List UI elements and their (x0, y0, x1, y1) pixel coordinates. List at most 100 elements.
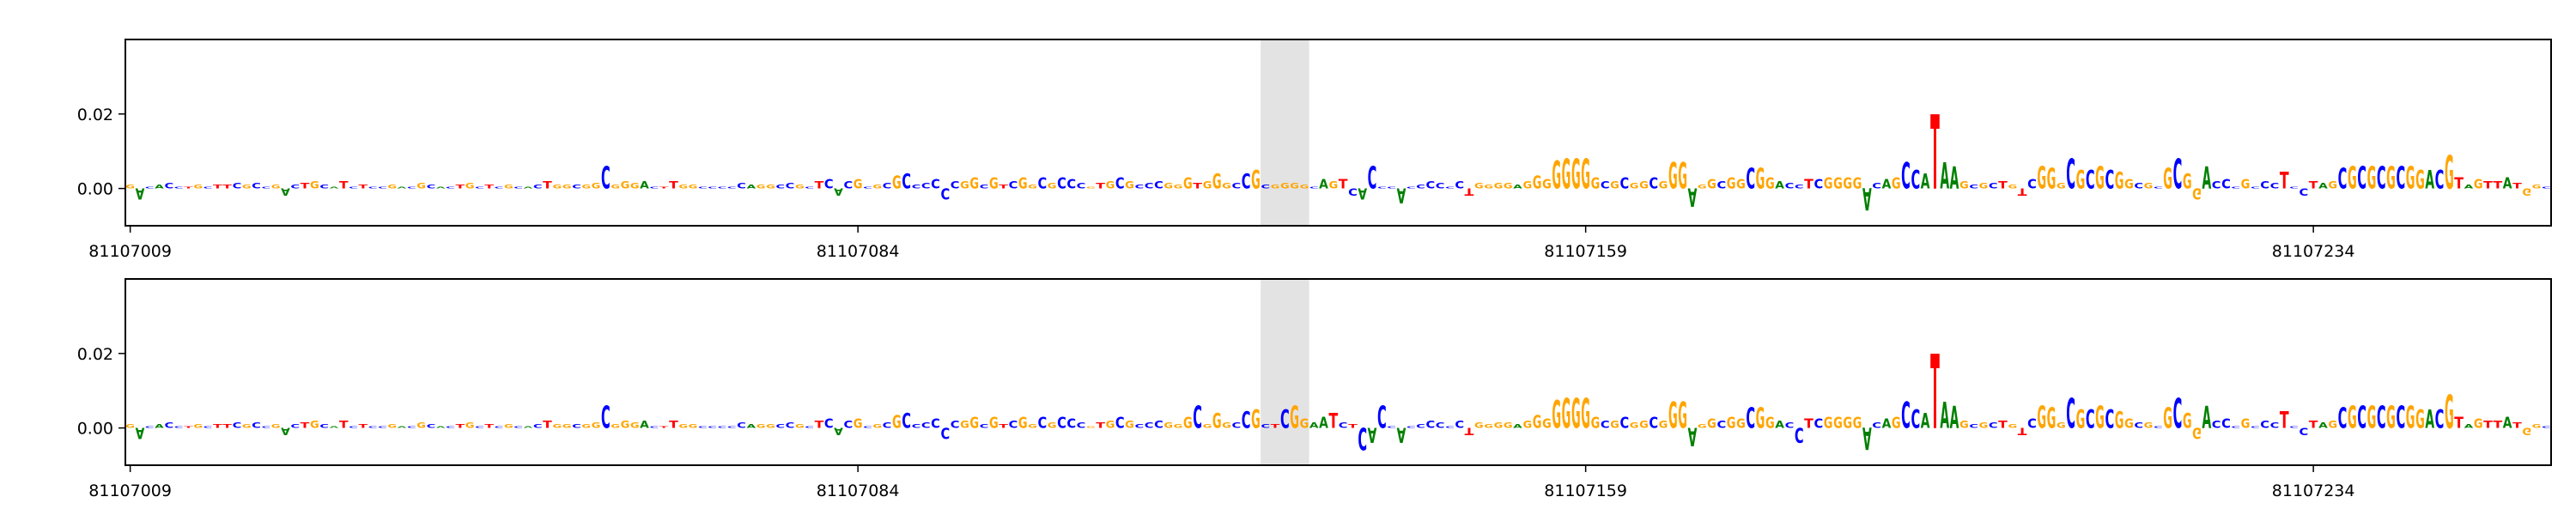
logo-letter: G (2124, 416, 2134, 432)
logo-letter: C (572, 185, 581, 191)
logo-letter: C (2338, 163, 2348, 196)
logo-letter: G (689, 185, 698, 191)
logo-letter: A (2464, 424, 2475, 430)
logo-letter: G (1542, 416, 1552, 432)
logo-letter: G (2328, 179, 2337, 191)
logo-letter: C (145, 186, 155, 190)
logo-letter: T (2512, 183, 2523, 191)
logo-letter: G (2348, 161, 2357, 197)
logo-letter: G (2057, 422, 2066, 431)
logo-letter: T (2309, 419, 2319, 431)
logo-letter: G (854, 416, 863, 432)
logo-letter: G (1610, 179, 1619, 191)
logo-letter: A (1940, 395, 1949, 437)
logo-letter: C (1115, 415, 1125, 433)
logo-letter: T (1271, 424, 1282, 430)
logo-letter: G (1756, 163, 1765, 196)
logo-letter: C (174, 186, 184, 190)
logo-letter: G (1639, 419, 1649, 431)
logo-letter: A (524, 186, 536, 190)
logo-letter: C (1425, 419, 1435, 431)
logo-letter: A (834, 186, 844, 198)
logo-letter: G (387, 424, 397, 430)
logo-letter: G (1328, 179, 1338, 191)
logo-letter: C (407, 426, 416, 429)
logo-letter: C (931, 177, 940, 192)
logo-letter: C (737, 422, 746, 431)
logo-letter: G (2115, 168, 2124, 195)
logo-letter: A (436, 186, 448, 190)
logo-letter: C (1746, 403, 1755, 435)
logo-letter: G (2241, 177, 2251, 192)
logo-letter: C (727, 186, 737, 190)
logo-letter: A (746, 424, 756, 430)
logo-letter: G (1833, 415, 1843, 433)
logo-letter: C (1368, 161, 1377, 197)
logo-letter: T (455, 424, 466, 430)
logo-letter: G (1959, 179, 1969, 191)
logo-letter: A (330, 426, 342, 429)
logo-letter: C (1154, 179, 1163, 191)
logo-letter: T (659, 186, 673, 190)
logo-letter: C (1261, 424, 1270, 430)
logo-letter: C (786, 422, 795, 431)
logo-letter: A (640, 179, 650, 191)
logo-letter: C (883, 422, 892, 431)
logo-letter: C (1057, 415, 1066, 433)
logo-letter: G (1659, 419, 1668, 431)
logo-letter: G (1668, 155, 1678, 197)
logo-letter: C (2154, 186, 2163, 190)
logo-letter: C (805, 426, 814, 429)
logo-letter: G (2415, 405, 2425, 435)
logo-letter: C (2105, 405, 2114, 435)
logo-letter: C (1436, 422, 1445, 431)
logo-letter: A (1950, 161, 1959, 197)
logo-letter: C (775, 185, 785, 191)
logo-letter: C (1649, 175, 1658, 193)
logo-letter: G (611, 185, 620, 191)
logo-letter: T (1339, 177, 1349, 192)
logo-letter: C (863, 186, 872, 190)
logo-letter: G (2163, 163, 2172, 196)
logo-letter: G (504, 424, 513, 430)
logo-letter: C (1339, 422, 1348, 431)
logo-letter: T (358, 424, 369, 430)
logo-letter: G (756, 424, 766, 430)
logo-letter: A (398, 186, 410, 190)
logo-letter: C (1716, 419, 1726, 431)
logo-letter: C (446, 426, 455, 429)
logo-letter: C (2435, 166, 2445, 196)
logo-letter: C (252, 183, 261, 191)
logo-letter: T (1930, 95, 1940, 214)
logo-letter: G (1222, 183, 1231, 191)
logo-letter: G (1707, 416, 1716, 432)
logo-letter: T (484, 185, 495, 191)
logo-letter: G (1659, 179, 1668, 191)
logo-letter: C (2066, 152, 2075, 199)
logo-letter: C (164, 183, 173, 191)
logo-letter: G (892, 412, 902, 433)
logo-letter: C (2027, 177, 2037, 192)
logo-letter: C (601, 161, 611, 197)
logo-letter: T (999, 424, 1010, 430)
logo-letter: G (1203, 424, 1212, 430)
logo-letter: G (193, 185, 203, 191)
logo-letter: C (1134, 185, 1144, 191)
logo-letter: C (2231, 426, 2240, 429)
logo-letter: A (1397, 423, 1406, 447)
logo-letter: C (2338, 403, 2348, 435)
logo-letter: T (659, 426, 673, 429)
logo-letter: C (1436, 183, 1445, 191)
logo-letter: G (989, 175, 999, 193)
logo-letter: T (455, 185, 466, 191)
logo-letter: G (2532, 185, 2542, 191)
logo-letter: G (2241, 416, 2251, 432)
logo-letter: C (1066, 177, 1076, 192)
logo-letter: C (931, 416, 940, 432)
logo-letter: T (2454, 175, 2464, 193)
logo-letter: G (2183, 170, 2192, 194)
logo-letter: G (592, 422, 601, 431)
logo-letter: G (2367, 401, 2377, 436)
logo-letter: T (1804, 177, 1814, 192)
logo-letter: T (669, 179, 679, 191)
